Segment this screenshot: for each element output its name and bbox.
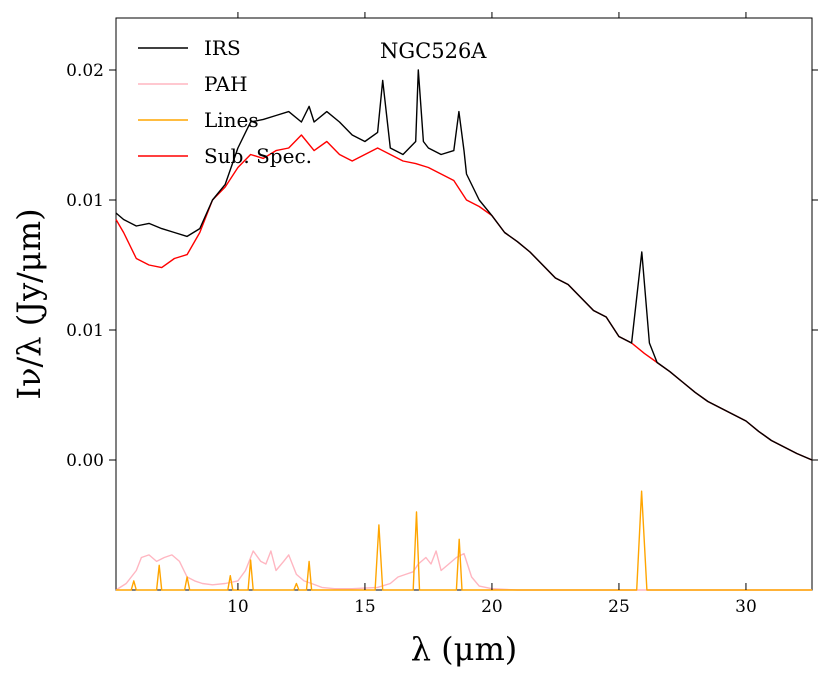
legend-label-irs: IRS: [204, 36, 241, 60]
x-tick-label: 30: [735, 597, 757, 617]
series-layer: [115, 69, 813, 591]
x-tick-label: 20: [481, 597, 503, 617]
x-tick-label: 15: [354, 597, 376, 617]
x-tick-label: 25: [608, 597, 630, 617]
chart-title: NGC526A: [380, 39, 487, 63]
plot-area: [115, 17, 813, 591]
legend-label-pah: PAH: [204, 72, 248, 96]
legend-label-lines: Lines: [204, 108, 259, 132]
y-tick-label: 0.01: [66, 191, 104, 211]
y-tick-label: 0.00: [66, 451, 104, 471]
x-axis-label: λ (μm): [411, 630, 518, 668]
y-tick-label: 0.01: [66, 321, 104, 341]
tick-layer: 10 15 20 25 30 0.00 0.01 0.01 0.02: [66, 12, 818, 617]
y-tick-label: 0.02: [66, 61, 104, 81]
legend: IRS PAH Lines Sub. Spec.: [138, 36, 312, 168]
series-line-pah: [115, 550, 812, 591]
series-line-lines: [116, 490, 812, 591]
y-axis-label: Iν/λ (Jy/μm): [10, 208, 48, 399]
x-tick-label: 10: [227, 597, 249, 617]
legend-label-sub-spec: Sub. Spec.: [204, 144, 312, 168]
series-line-irs: [115, 69, 813, 461]
